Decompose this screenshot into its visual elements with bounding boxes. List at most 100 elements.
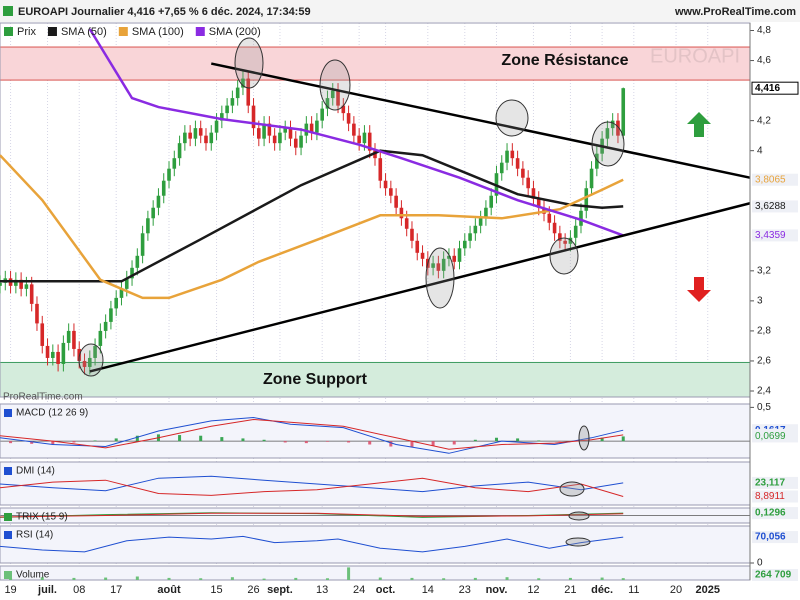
candle-body — [558, 233, 562, 241]
value-marker — [752, 430, 798, 443]
candle-body — [499, 162, 504, 174]
value-marker-label: 4,416 — [755, 83, 780, 94]
y-tick-label: 2,8 — [757, 326, 771, 337]
candle-body — [595, 153, 599, 169]
bar — [473, 439, 477, 442]
line — [0, 512, 624, 518]
candle-body — [87, 357, 92, 367]
x-tick-label: 19 — [4, 584, 16, 596]
x-tick-label: sept. — [267, 584, 293, 596]
legend-swatch — [4, 27, 13, 36]
value-marker-label: 0,0699 — [755, 431, 786, 442]
candle-body — [272, 135, 277, 144]
candle-body — [357, 135, 361, 144]
value-marker — [752, 229, 798, 242]
bar — [104, 577, 108, 580]
bar — [568, 577, 572, 580]
value-marker-label: 0,1296 — [755, 508, 786, 519]
candle-body — [14, 279, 18, 286]
candle-body — [93, 345, 97, 358]
candle-body — [225, 105, 229, 114]
candle-body — [167, 168, 171, 181]
candle-body — [394, 195, 398, 208]
bar — [40, 577, 44, 580]
value-marker-label: 70,056 — [755, 532, 786, 543]
candle-body — [431, 263, 435, 268]
circle — [78, 343, 104, 377]
bar — [135, 435, 139, 442]
line — [0, 535, 624, 553]
bar — [442, 578, 446, 580]
candle-body — [404, 218, 409, 229]
x-tick-label: 21 — [564, 584, 576, 596]
value-marker — [752, 173, 798, 186]
candle-body — [489, 195, 493, 208]
candle-body — [573, 225, 578, 238]
value-marker — [752, 476, 798, 489]
x-tick-label: 12 — [527, 584, 539, 596]
watermark: EUROAPI — [650, 45, 740, 67]
bar — [537, 578, 541, 580]
bar — [516, 438, 520, 442]
bar — [378, 577, 382, 580]
value-marker-label: 8,8911 — [755, 491, 785, 502]
candle-body — [82, 360, 87, 367]
bar — [621, 578, 625, 580]
bar — [72, 577, 76, 580]
bar — [93, 440, 97, 442]
candle-body — [563, 240, 567, 244]
candle-body — [315, 120, 319, 133]
candle-body — [420, 252, 425, 259]
candle-body — [119, 288, 124, 298]
candle-body — [336, 90, 340, 106]
line — [0, 418, 624, 450]
line — [88, 28, 624, 237]
y-tick-label: 2,4 — [757, 386, 771, 397]
value-marker — [752, 507, 798, 520]
bar — [600, 437, 604, 442]
candle-body — [436, 263, 441, 271]
candle-body — [309, 123, 314, 133]
bar — [494, 437, 498, 442]
candle-body — [399, 207, 404, 219]
candle-body — [98, 330, 103, 346]
panel-title: DMI (14) — [16, 466, 55, 477]
bar — [241, 438, 245, 442]
candle-body — [0, 282, 2, 286]
bar — [452, 441, 456, 445]
circle — [591, 121, 625, 167]
panel-background — [0, 404, 750, 458]
down-arrow — [687, 277, 711, 302]
candle-body — [468, 233, 472, 241]
panel-background — [0, 526, 750, 563]
x-tick-label: 2025 — [696, 584, 720, 596]
up-arrow — [687, 112, 711, 137]
candle-body — [320, 108, 324, 121]
candle-body — [452, 255, 457, 262]
candle-body — [241, 78, 245, 88]
candle-body — [246, 78, 251, 106]
y-tick-label: 2,6 — [757, 356, 771, 367]
candle-body — [584, 188, 589, 211]
candle-body — [531, 188, 536, 199]
bar — [220, 437, 224, 442]
candle-body — [257, 128, 261, 139]
candle-body — [251, 105, 256, 129]
candle-body — [293, 138, 298, 148]
circle — [568, 511, 590, 521]
candle-body — [109, 308, 113, 322]
candle-body — [278, 132, 282, 144]
candle-body — [478, 218, 483, 226]
panel-title: RSI (14) — [16, 530, 53, 541]
circle — [565, 537, 591, 547]
candle-body — [568, 237, 573, 244]
panel-title-icon — [4, 571, 12, 579]
candle-body — [521, 168, 525, 178]
candle-body — [209, 132, 214, 144]
candle-body — [373, 150, 377, 159]
candle-body — [151, 207, 155, 219]
candle-body — [161, 180, 166, 196]
line — [0, 149, 624, 283]
candle-body — [124, 278, 129, 289]
candle-body — [610, 120, 615, 129]
